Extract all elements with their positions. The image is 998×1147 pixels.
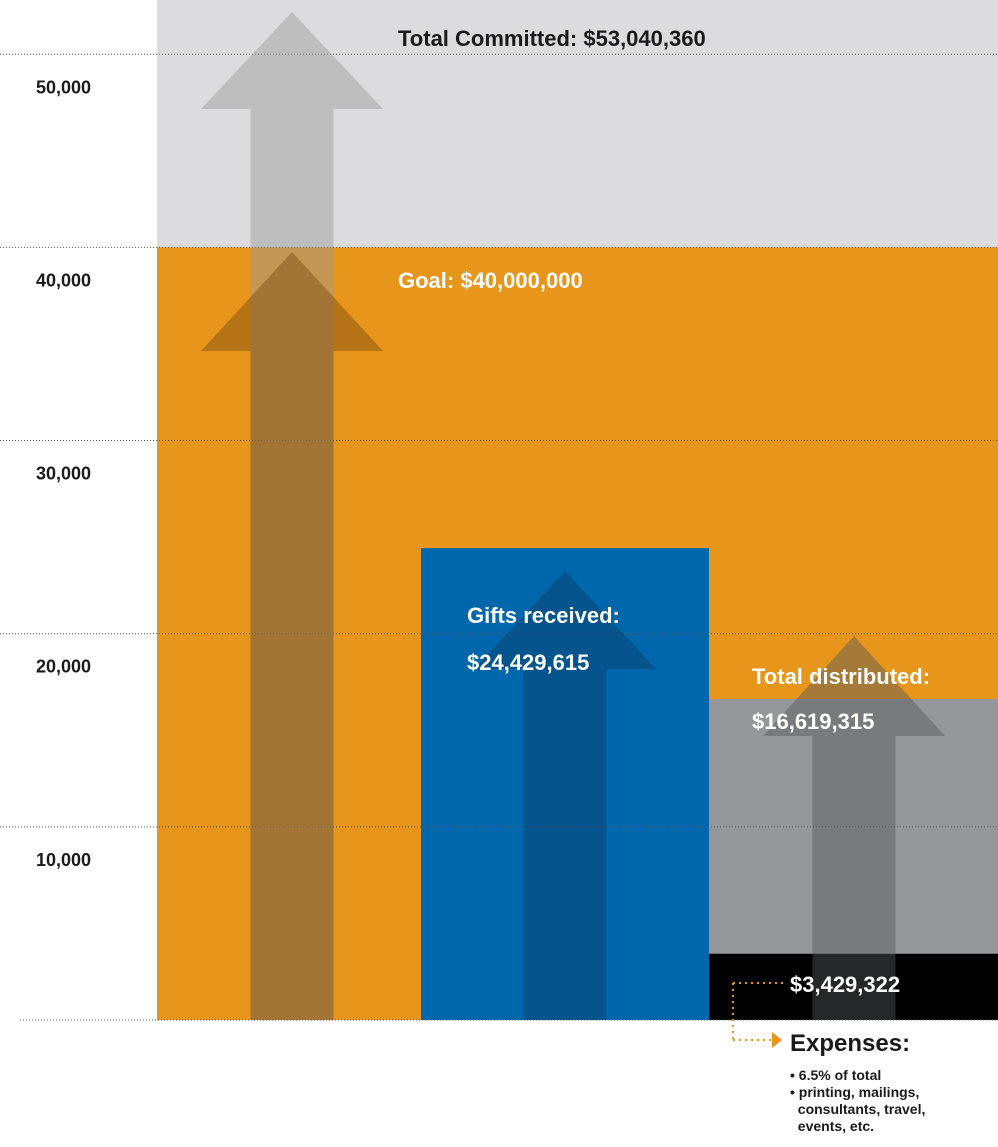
y-tick-40000: 40,000 [36, 270, 91, 290]
y-tick-10000: 10,000 [36, 850, 91, 870]
committed-arrow-icon-shaft [250, 109, 334, 1020]
y-axis-ticks: 10,000 20,000 30,000 40,000 50,000 [36, 77, 91, 870]
goal-arrow-icon-head [201, 252, 383, 351]
gridlines [0, 53, 998, 1021]
gifts-received-label: Gifts received: [467, 603, 620, 628]
expenses-bar [709, 953, 998, 1020]
distributed-arrow-icon-head [763, 636, 945, 736]
gifts-arrow-icon-shaft [523, 669, 607, 1020]
arrow-overlays [201, 12, 945, 1020]
expenses-note-line-4: events, etc. [790, 1118, 874, 1134]
gifts-received-bar [421, 548, 709, 1020]
y-tick-50000: 50,000 [36, 77, 91, 97]
y-tick-30000: 30,000 [36, 464, 91, 484]
expenses-note-line-2: • printing, mailings, [790, 1084, 919, 1100]
expenses-value: $3,429,322 [790, 972, 900, 997]
gifts-arrow-icon-head [474, 571, 656, 669]
total-distributed-value: $16,619,315 [752, 709, 874, 734]
y-tick-20000: 20,000 [36, 657, 91, 677]
committed-arrow-icon [201, 12, 383, 1020]
goal-arrow-icon-shaft [250, 351, 334, 1020]
expenses-connector [732, 982, 783, 1048]
total-distributed-label: Total distributed: [752, 664, 930, 689]
expenses-heading: Expenses: [790, 1030, 910, 1057]
total-committed-label: Total Committed: $53,040,360 [398, 26, 706, 51]
expenses-note-line-3: consultants, travel, [790, 1101, 925, 1117]
gifts-arrow-icon [474, 571, 656, 1020]
distributed-arrow-icon-shaft [812, 736, 896, 1020]
caret-right-icon [772, 1032, 782, 1048]
distributed-arrow-icon [763, 636, 945, 1020]
goal-arrow-icon [201, 252, 383, 1020]
expenses-note-line-1: • 6.5% of total [790, 1067, 881, 1083]
goal-label: Goal: $40,000,000 [398, 268, 583, 293]
committed-arrow-icon-head [201, 12, 383, 109]
gifts-received-value: $24,429,615 [467, 650, 589, 675]
